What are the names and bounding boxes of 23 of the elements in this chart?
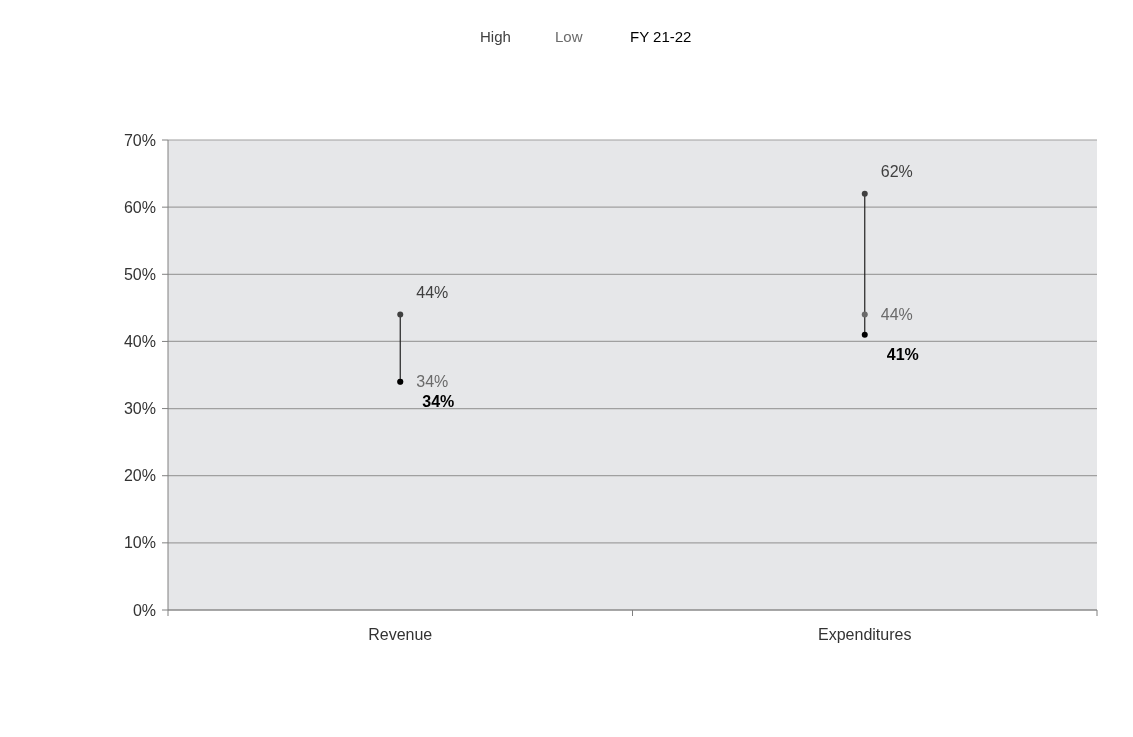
y-tick-label: 70% (123, 131, 156, 149)
point (861, 311, 868, 318)
text: Low (555, 28, 583, 45)
point (397, 311, 404, 318)
y-tick-label: 60% (123, 198, 156, 216)
data-label: 34% (422, 393, 455, 411)
y-tick-label: 20% (123, 467, 156, 485)
data-label: 44% (880, 306, 913, 324)
text: High (480, 28, 511, 45)
data-label: 34% (416, 373, 449, 391)
data-label: 62% (880, 163, 913, 181)
y-tick-label: 10% (123, 534, 156, 552)
x-tick-label: Expenditures (818, 626, 912, 643)
text: FY 21-22 (630, 28, 692, 45)
y-tick-label: 40% (123, 333, 156, 351)
y-tick-label: 0% (132, 601, 156, 619)
y-tick-label: 30% (123, 400, 156, 418)
data-label: 41% (886, 346, 919, 364)
point (861, 331, 868, 338)
data-label: 44% (416, 284, 449, 302)
y-tick-label: 50% (123, 265, 156, 283)
point (861, 190, 868, 197)
x-tick-label: Revenue (368, 626, 433, 643)
